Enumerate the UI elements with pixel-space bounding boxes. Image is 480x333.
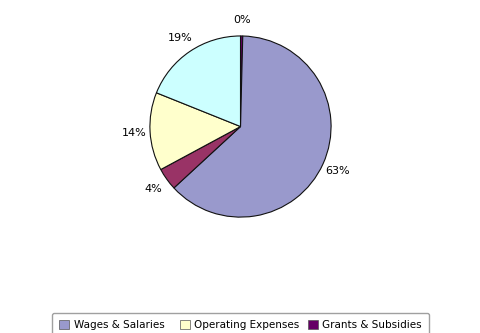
Text: 0%: 0%: [232, 15, 250, 25]
Wedge shape: [174, 36, 330, 217]
Text: 4%: 4%: [144, 183, 162, 193]
Wedge shape: [150, 93, 240, 169]
Text: 19%: 19%: [168, 33, 192, 43]
Wedge shape: [160, 127, 240, 188]
Text: 63%: 63%: [325, 166, 349, 176]
Text: 14%: 14%: [121, 128, 146, 138]
Legend: Wages & Salaries, Employee Benefits, Operating Expenses, Public Assistance, Gran: Wages & Salaries, Employee Benefits, Ope…: [52, 312, 428, 333]
Wedge shape: [156, 36, 240, 127]
Wedge shape: [240, 36, 242, 127]
